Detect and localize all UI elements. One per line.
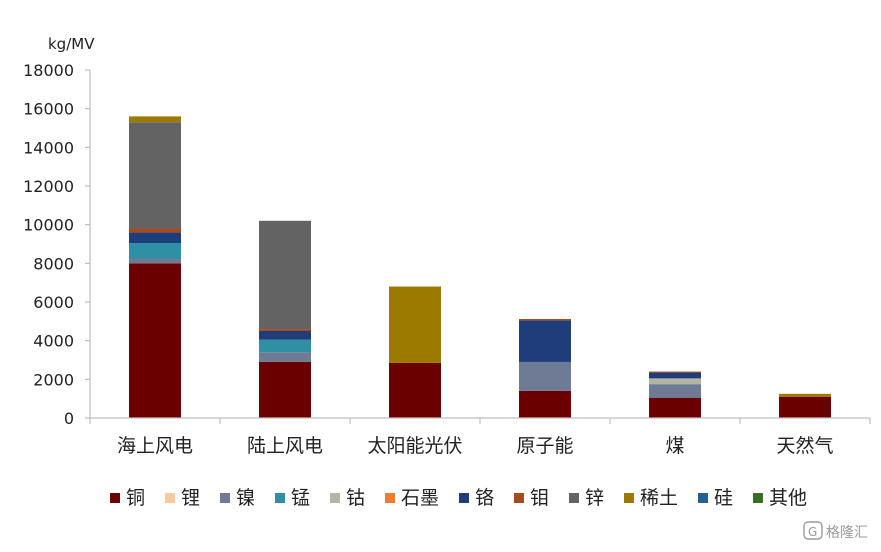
category-label: 陆上风电 bbox=[247, 435, 323, 457]
legend-label: 硅 bbox=[714, 487, 733, 509]
legend-swatch bbox=[459, 493, 469, 503]
y-tick-label: 14000 bbox=[23, 138, 74, 157]
bar-segment bbox=[259, 331, 311, 340]
watermark-text: 格隆汇 bbox=[826, 525, 868, 541]
legend-label: 铜 bbox=[126, 487, 145, 509]
bar-segment bbox=[389, 286, 441, 363]
legend-label: 钴 bbox=[346, 487, 365, 509]
bar-segment bbox=[259, 329, 311, 331]
bar-segment bbox=[649, 397, 701, 418]
legend-swatch bbox=[753, 493, 763, 503]
legend-label: 石墨 bbox=[401, 487, 439, 509]
bar-segment bbox=[649, 384, 701, 398]
bar-segment bbox=[129, 263, 181, 418]
bar-segment bbox=[259, 352, 311, 362]
legend-swatch bbox=[220, 493, 230, 503]
legend-swatch bbox=[385, 493, 395, 503]
bar-segment bbox=[259, 361, 311, 418]
y-tick-label: 2000 bbox=[33, 370, 74, 389]
bar-segment bbox=[779, 393, 831, 397]
bar-segment bbox=[129, 243, 181, 259]
bar-segment bbox=[779, 396, 831, 418]
bar-segment bbox=[129, 122, 181, 229]
bar-segment bbox=[129, 228, 181, 233]
y-tick-label: 6000 bbox=[33, 293, 74, 312]
legend-swatch bbox=[165, 493, 175, 503]
legend-label: 锌 bbox=[585, 487, 604, 509]
bar-segment bbox=[129, 116, 181, 123]
legend-label: 镍 bbox=[236, 487, 255, 509]
bar-segment bbox=[519, 361, 571, 391]
category-label: 海上风电 bbox=[117, 435, 193, 457]
category-label: 原子能 bbox=[516, 435, 573, 457]
legend-swatch bbox=[110, 493, 120, 503]
legend-label: 铬 bbox=[475, 487, 494, 509]
y-tick-label: 16000 bbox=[23, 100, 74, 119]
bar-segment bbox=[129, 258, 181, 264]
category-label: 煤 bbox=[665, 435, 684, 457]
y-tick-label: 0 bbox=[64, 409, 74, 428]
legend-label: 钼 bbox=[530, 487, 549, 509]
bar-segment bbox=[129, 232, 181, 244]
legend-swatch bbox=[569, 493, 579, 503]
bar-segment bbox=[519, 320, 571, 362]
bar-segment bbox=[389, 362, 441, 418]
y-tick-label: 18000 bbox=[23, 61, 74, 80]
legend-label: 其他 bbox=[769, 487, 807, 509]
bars bbox=[129, 116, 831, 418]
watermark: G 格隆汇 bbox=[803, 521, 868, 541]
legend-swatch bbox=[698, 493, 708, 503]
bar-segment bbox=[519, 319, 571, 321]
y-tick-label: 4000 bbox=[33, 332, 74, 351]
legend-label: 锰 bbox=[291, 487, 310, 509]
legend-swatch bbox=[275, 493, 285, 503]
unit-label: kg/MV bbox=[48, 35, 95, 53]
y-tick-label: 12000 bbox=[23, 177, 74, 196]
legend: 铜 锂 镍 锰 钴 石墨 铬 钼 锌 稀土 硅 其他 bbox=[110, 487, 807, 509]
legend-swatch bbox=[330, 493, 340, 503]
bar-segment bbox=[649, 372, 701, 379]
category-label: 太阳能光伏 bbox=[367, 435, 462, 457]
y-axis: 0 2000 4000 6000 8000 10000 12000 14000 16000 180… bbox=[23, 61, 91, 428]
category-label: 天然气 bbox=[776, 435, 833, 457]
bar-segment bbox=[649, 378, 701, 385]
y-tick-label: 8000 bbox=[33, 254, 74, 273]
bar-segment bbox=[519, 390, 571, 418]
legend-label: 锂 bbox=[181, 487, 200, 509]
legend-label: 稀土 bbox=[640, 487, 678, 509]
y-tick-label: 10000 bbox=[23, 216, 74, 235]
logo-g-icon: G bbox=[803, 521, 823, 540]
legend-swatch bbox=[514, 493, 524, 503]
bar-segment bbox=[259, 339, 311, 353]
legend-swatch bbox=[624, 493, 634, 503]
bar-segment bbox=[649, 371, 701, 373]
bar-segment bbox=[259, 220, 311, 330]
svg-text:G: G bbox=[808, 525, 817, 539]
x-axis: 海上风电 陆上风电 太阳能光伏 原子能 煤 天然气 bbox=[89, 417, 871, 457]
